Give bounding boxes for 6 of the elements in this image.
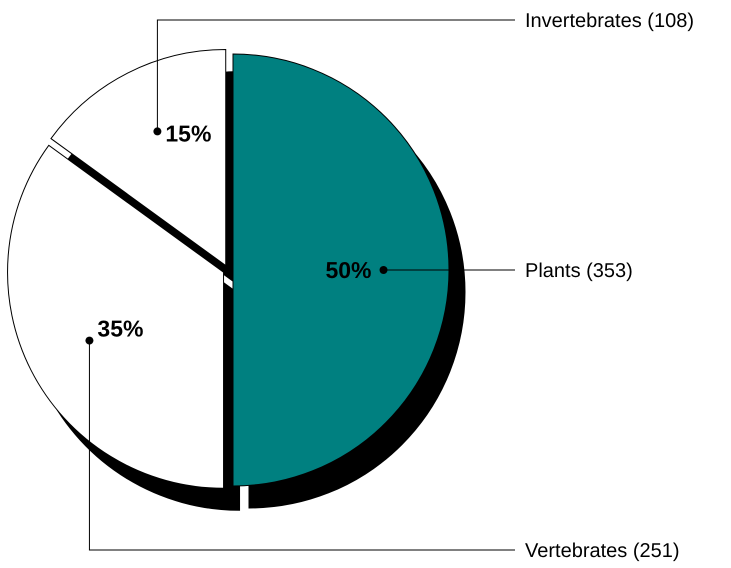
slice-label: Vertebrates (251) <box>525 540 680 562</box>
slice-label: Invertebrates (108) <box>525 10 694 32</box>
data-label: 35% <box>97 316 144 342</box>
data-label: 50% <box>325 257 372 283</box>
data-label: 15% <box>165 120 212 146</box>
slice-label: Plants (353) <box>525 260 633 282</box>
